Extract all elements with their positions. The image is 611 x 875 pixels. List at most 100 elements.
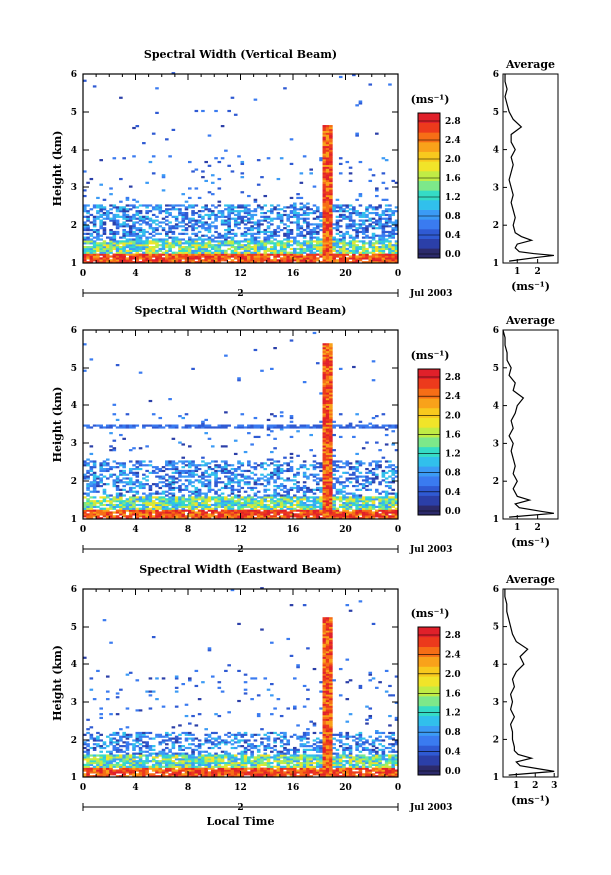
heatmap-cell [105,255,110,258]
heatmap-cell [155,238,159,241]
heatmap-cell [135,227,140,230]
heatmap-cell [315,242,320,245]
heatmap-cell [194,490,199,493]
heatmap-cell [161,513,166,516]
heatmap-cell [378,223,382,226]
heatmap-cell [365,477,369,480]
heatmap-cell [332,240,336,243]
heatmap-cell [325,194,330,198]
heatmap-cell [86,210,90,213]
heatmap-cell [384,492,389,495]
heatmap-cell [329,191,333,194]
heatmap-cell [125,498,130,501]
heatmap-cell [306,217,310,220]
heatmap-cell [247,426,251,429]
heatmap-cell [394,494,399,497]
heatmap-cell [191,206,195,209]
heatmap-cell [145,469,149,473]
heatmap-cell [378,515,382,518]
heatmap-cell [119,517,123,520]
heatmap-cell [220,255,225,258]
heatmap-cell [191,204,195,207]
heatmap-cell [329,433,333,437]
heatmap-cell [115,503,120,507]
heatmap-cell [148,496,153,499]
heatmap-cell [194,221,199,224]
heatmap-cell [207,259,212,262]
heatmap-cell [302,515,307,518]
heatmap-cell [227,481,231,484]
heatmap-cell [250,486,254,490]
heatmap-cell [335,513,340,516]
heatmap-cell [112,244,117,247]
heatmap-cell [348,166,353,169]
heatmap-cell [325,350,330,353]
heatmap-cell [115,240,120,243]
heatmap-cell [145,479,149,482]
heatmap-cell [184,211,189,215]
heatmap-cell [315,473,320,476]
heatmap-cell [345,479,350,482]
heatmap-cell [371,503,376,507]
heatmap-cell [201,498,205,501]
heatmap-cell [151,230,156,234]
heatmap-cell [371,496,376,499]
heatmap-cell [145,494,149,497]
heatmap-cell [243,219,248,222]
heatmap-cell [224,228,228,232]
heatmap-cell [148,507,153,510]
heatmap-cell [243,227,248,230]
heatmap-cell [145,221,149,224]
heatmap-cell [352,513,356,516]
heatmap-cell [89,496,94,499]
heatmap-cell [335,261,340,264]
heatmap-cell [89,481,94,484]
heatmap-cell [335,509,340,512]
heatmap-cell [243,232,248,235]
heatmap-cell [135,513,140,516]
heatmap-cell [361,244,366,247]
heatmap-cell [345,259,350,262]
heatmap-cell [220,496,225,499]
heatmap-cell [207,228,212,232]
heatmap-cell [86,498,90,501]
heatmap-cell [250,242,254,245]
heatmap-cell [197,221,202,224]
heatmap-cell [375,242,379,245]
x-tick-label: 0 [80,269,86,279]
heatmap-cell [322,449,327,452]
heatmap-cell [365,257,369,260]
heatmap-cell [276,227,281,230]
heatmap-cell [322,138,327,141]
heatmap-cell [197,505,202,508]
heatmap-cell [217,501,222,505]
heatmap-cell [283,232,287,235]
heatmap-cell [151,221,156,224]
heatmap-cell [329,202,333,205]
heatmap-cell [322,517,327,520]
heatmap-cell [171,505,176,508]
heatmap-cell [89,760,94,763]
heatmap-cell [86,424,90,427]
heatmap-cell [322,234,327,237]
heatmap-cell [181,211,186,215]
heatmap-cell [378,460,382,463]
heatmap-cell [289,486,294,490]
heatmap-cell [384,208,389,211]
heatmap-cell [325,155,330,158]
heatmap-cell [151,503,156,507]
heatmap-cell [338,426,343,429]
heatmap-cell [391,500,396,503]
heatmap-cell [204,255,208,258]
heatmap-cell [375,464,379,467]
heatmap-cell [237,213,241,217]
heatmap-cell [394,259,399,262]
heatmap-cell [174,486,179,490]
heatmap-cell [138,234,143,237]
heatmap-cell [102,255,107,258]
heatmap-cell [325,166,330,169]
heatmap-cell [122,211,126,215]
heatmap-cell [233,469,238,473]
heatmap-cell [332,496,336,499]
heatmap-cell [365,424,369,427]
